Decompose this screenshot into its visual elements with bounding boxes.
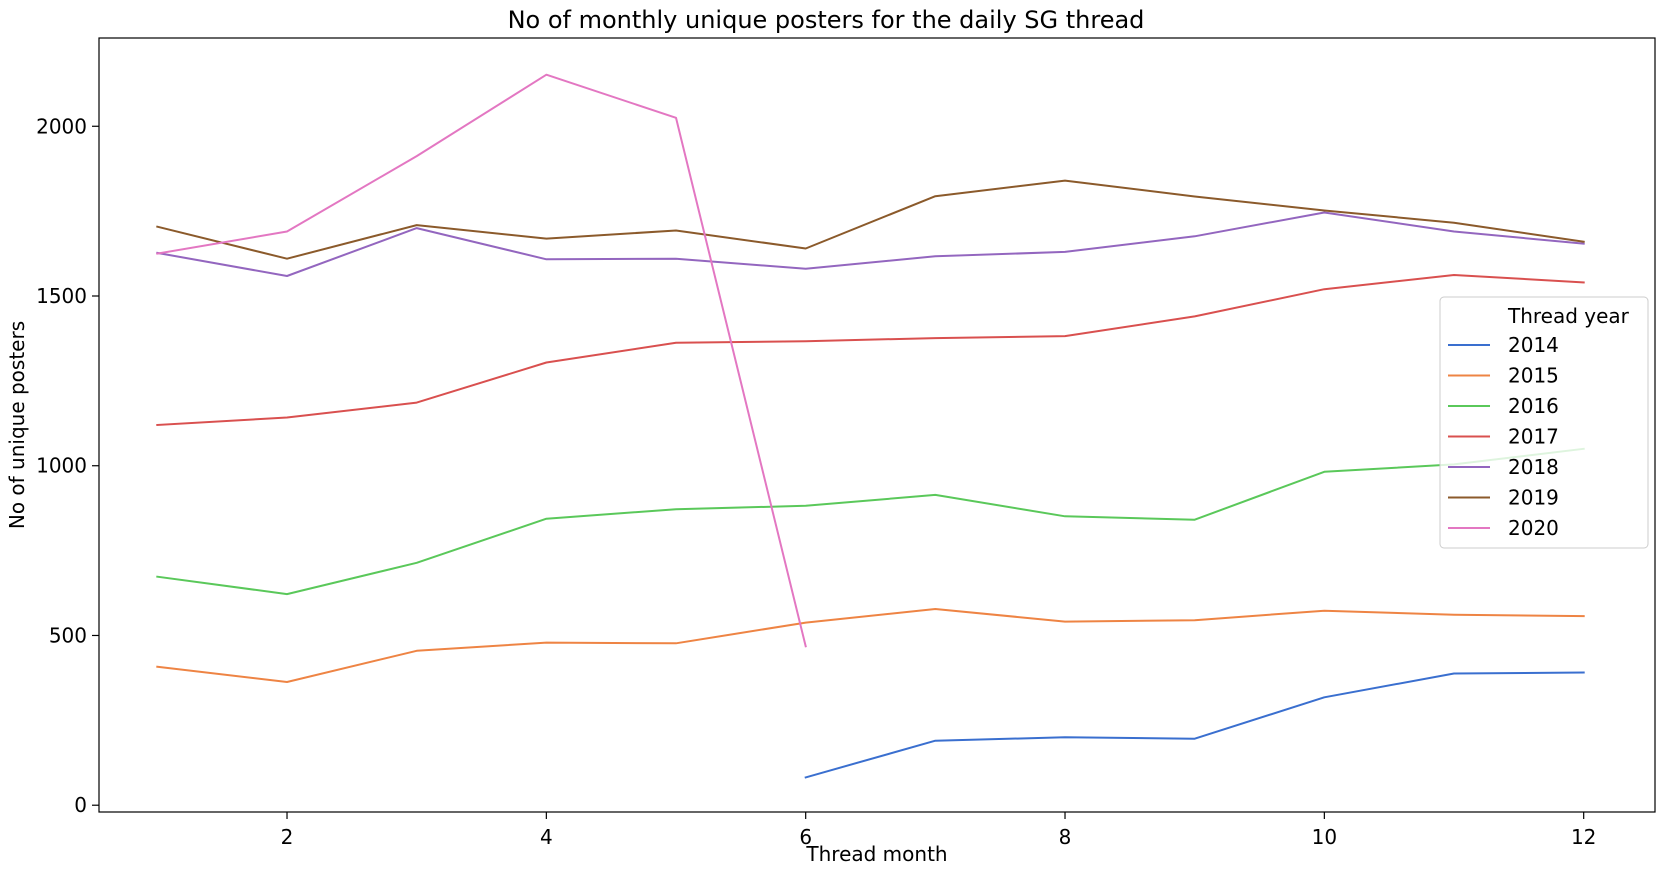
x-tick-label: 10 [1312,825,1337,849]
legend-label-2015: 2015 [1508,364,1559,388]
y-tick-label: 1500 [36,284,87,308]
legend-label-2016: 2016 [1508,394,1559,418]
legend-label-2017: 2017 [1508,425,1559,449]
legend-label-2014: 2014 [1508,333,1559,357]
y-tick-label: 500 [49,623,87,647]
x-tick-label: 8 [1059,825,1072,849]
legend-label-2020: 2020 [1508,516,1559,540]
x-axis-label: Thread month [805,842,947,866]
y-tick-label: 2000 [36,114,87,138]
axis-ticks: 2 4 6 8 10 12 0 500 1000 1500 2000 [36,114,1596,849]
x-tick-label: 12 [1571,825,1596,849]
series-line-2016 [156,447,1585,596]
x-tick-label: 4 [540,825,553,849]
plot-marks [156,73,1585,779]
series-line-2017 [156,274,1585,427]
x-tick-label: 6 [799,825,812,849]
series-line-2019 [156,179,1585,260]
chart-title: No of monthly unique posters for the dai… [508,6,1145,34]
series-line-2015 [156,608,1585,683]
y-tick-label: 0 [74,793,87,817]
legend-title: Thread year [1507,304,1630,328]
plot-area-frame [98,37,1656,813]
series-line-2014 [804,671,1585,779]
y-tick-label: 1000 [36,454,87,478]
legend: Thread year 2014 2015 2016 2017 2018 2019 2020 [1439,296,1649,549]
y-axis-label: No of unique posters [5,321,29,529]
legend-label-2019: 2019 [1508,486,1559,510]
legend-frame [1439,296,1649,549]
legend-label-2018: 2018 [1508,455,1559,479]
legend-items: 2014 2015 2016 2017 2018 2019 2020 [1448,333,1559,540]
series-line-2018 [156,211,1585,277]
series-line-2020 [156,73,807,648]
x-tick-label: 2 [281,825,294,849]
